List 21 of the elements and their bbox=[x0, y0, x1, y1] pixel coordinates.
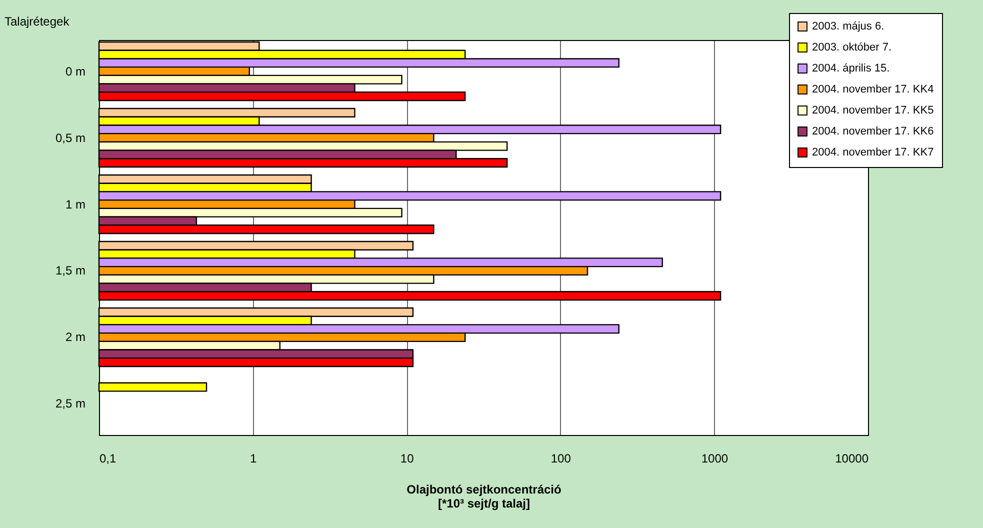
legend-label: 2004. november 17. KK5 bbox=[812, 104, 934, 116]
legend-label: 2004. november 17. KK7 bbox=[812, 146, 934, 158]
y-tick-label: 0 m bbox=[65, 64, 86, 78]
legend-label: 2004. április 15. bbox=[812, 62, 890, 74]
y-axis-title: Talajrétegek bbox=[4, 14, 70, 28]
y-tick-label: 0,5 m bbox=[55, 130, 86, 145]
y-tick-label: 2,5 m bbox=[55, 396, 86, 411]
y-tick-label: 2 m bbox=[65, 330, 86, 344]
y-tick-label: 1 m bbox=[65, 197, 86, 212]
legend-label: 2003. május 6. bbox=[812, 20, 884, 32]
x-tick-label: 0,1 bbox=[100, 452, 117, 466]
x-tick-label: 1 bbox=[250, 452, 257, 466]
legend-label: 2004. november 17. KK4 bbox=[812, 84, 934, 96]
y-tick-label: 1,5 m bbox=[55, 264, 86, 278]
x-axis-title: Olajbontó sejtkoncentráció [*10³ sejt/g talaj] bbox=[406, 482, 562, 510]
x-tick-label: 100 bbox=[550, 452, 572, 466]
x-tick-label: 10 bbox=[400, 452, 414, 466]
x-tick-label: 1000 bbox=[701, 452, 728, 466]
x-tick-label: 10000 bbox=[835, 452, 869, 466]
legend-label: 2004. november 17. KK6 bbox=[812, 126, 934, 138]
legend-label: 2003. október 7. bbox=[812, 42, 892, 54]
